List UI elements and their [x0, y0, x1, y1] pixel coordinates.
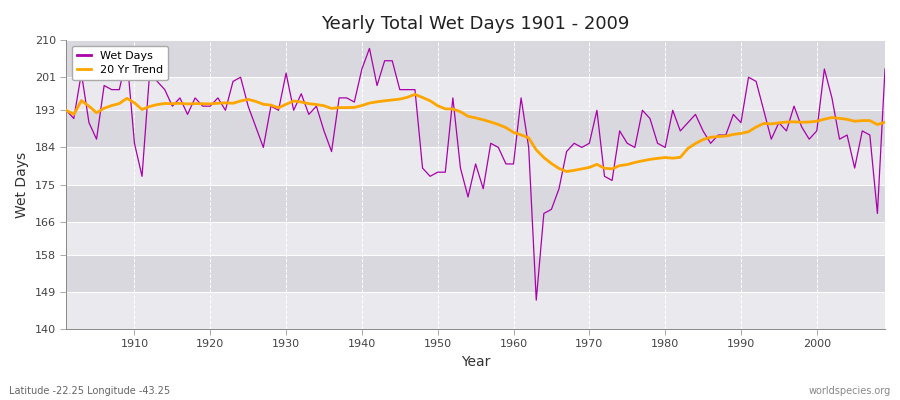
- 20 Yr Trend: [615, 163, 626, 168]
- 20 Yr Trend: [879, 120, 890, 125]
- 20 Yr Trend: [61, 108, 72, 113]
- Wet Days: [508, 162, 519, 166]
- Y-axis label: Wet Days: Wet Days: [15, 152, 29, 218]
- Wet Days: [364, 46, 375, 51]
- Line: 20 Yr Trend: 20 Yr Trend: [67, 94, 885, 172]
- X-axis label: Year: Year: [461, 355, 491, 369]
- Wet Days: [61, 108, 72, 113]
- Wet Days: [288, 108, 299, 113]
- Bar: [67, 110, 885, 148]
- 20 Yr Trend: [288, 98, 299, 103]
- Text: Latitude -22.25 Longitude -43.25: Latitude -22.25 Longitude -43.25: [9, 386, 170, 396]
- Bar: [67, 222, 885, 255]
- 20 Yr Trend: [122, 96, 132, 101]
- Bar: [67, 184, 885, 222]
- Legend: Wet Days, 20 Yr Trend: Wet Days, 20 Yr Trend: [72, 46, 168, 80]
- 20 Yr Trend: [562, 169, 572, 174]
- Wet Days: [615, 128, 626, 133]
- Bar: [67, 148, 885, 184]
- Text: worldspecies.org: worldspecies.org: [809, 386, 891, 396]
- Wet Days: [516, 96, 526, 100]
- Title: Yearly Total Wet Days 1901 - 2009: Yearly Total Wet Days 1901 - 2009: [321, 15, 630, 33]
- Wet Days: [879, 67, 890, 72]
- 20 Yr Trend: [334, 105, 345, 110]
- Line: Wet Days: Wet Days: [67, 48, 885, 300]
- Wet Days: [334, 96, 345, 100]
- Bar: [67, 40, 885, 77]
- Wet Days: [531, 298, 542, 302]
- Bar: [67, 292, 885, 329]
- Bar: [67, 255, 885, 292]
- Wet Days: [122, 54, 132, 59]
- Bar: [67, 77, 885, 110]
- 20 Yr Trend: [410, 92, 420, 97]
- 20 Yr Trend: [508, 130, 519, 135]
- 20 Yr Trend: [516, 132, 526, 137]
